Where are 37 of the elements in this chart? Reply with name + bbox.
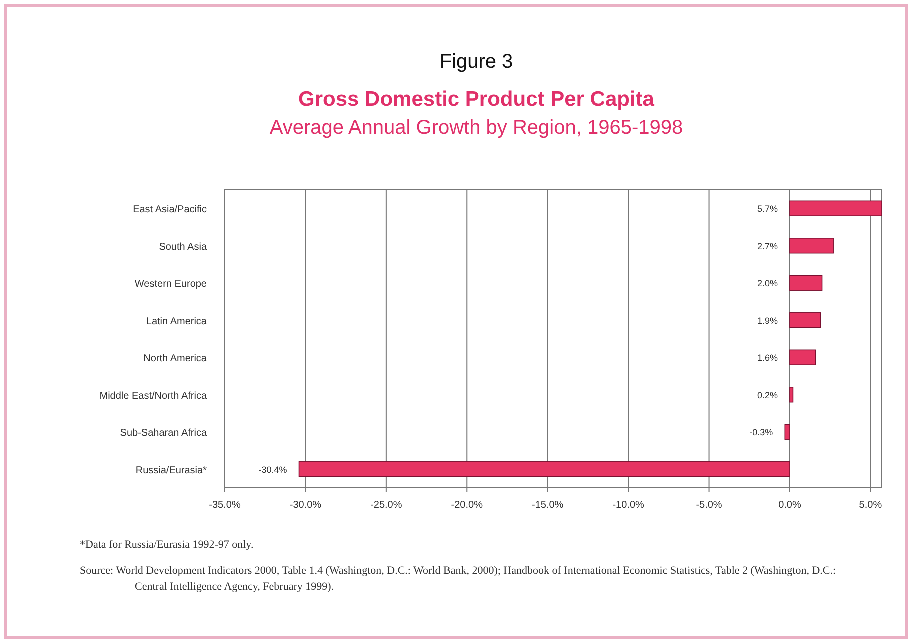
data-label: 2.7% — [757, 241, 778, 252]
y-tick-label: Western Europe — [134, 279, 208, 290]
x-tick-label: -35.0% — [209, 500, 241, 511]
y-tick-label: South Asia — [159, 242, 208, 253]
data-label: 1.9% — [757, 316, 778, 326]
y-tick-label: Russia/Eurasia* — [136, 465, 208, 476]
chart-title: Figure 3 — [440, 51, 514, 73]
data-label: 0.2% — [757, 390, 778, 400]
text: *Data for Russia/Eurasia 1992-97 only. — [80, 539, 254, 551]
bar — [784, 424, 790, 440]
bar — [790, 387, 794, 403]
data-label: 5.7% — [757, 204, 778, 214]
y-tick-label: Latin America — [146, 316, 208, 328]
y-tick-label: East Asia/Pacific — [133, 204, 207, 216]
data-label: 1.6% — [757, 353, 778, 364]
data-label: -30.4% — [258, 464, 288, 475]
bar — [790, 200, 882, 216]
bar — [790, 350, 816, 366]
bar — [298, 462, 790, 478]
chart-subtitle: Gross Domestic Product Per Capita Average Annual Growth by Region, 1965-1998 — [270, 88, 684, 139]
bar — [790, 238, 834, 254]
source-note: Source: World Development Indicators 2000, Table 1.4 (Washington, D.C.: World Bank, 2000); Handbook of International Economic Statistics, Table 2 (Washington, D.C.: Central Intelligence Agency, February 1999). — [80, 565, 836, 593]
y-tick-label: Middle East/North Africa — [100, 390, 208, 402]
x-tick-label: -25.0% — [370, 500, 402, 511]
x-tick-label: -30.0% — [290, 500, 322, 511]
x-tick-label: -5.0% — [696, 500, 722, 511]
bar — [790, 275, 823, 291]
x-tick-label: -15.0% — [532, 500, 564, 511]
y-tick-label: North America — [144, 354, 208, 365]
x-tick-label: -10.0% — [612, 500, 645, 511]
data-label: -0.3% — [750, 428, 774, 438]
x-tick-label: 0.0% — [778, 500, 802, 511]
bar — [790, 312, 822, 328]
data-label: 2.0% — [757, 278, 778, 289]
x-tick-label: 5.0% — [859, 500, 882, 511]
y-tick-label: Sub-Saharan Africa — [120, 428, 208, 440]
x-tick-label: -20.0% — [451, 500, 484, 511]
